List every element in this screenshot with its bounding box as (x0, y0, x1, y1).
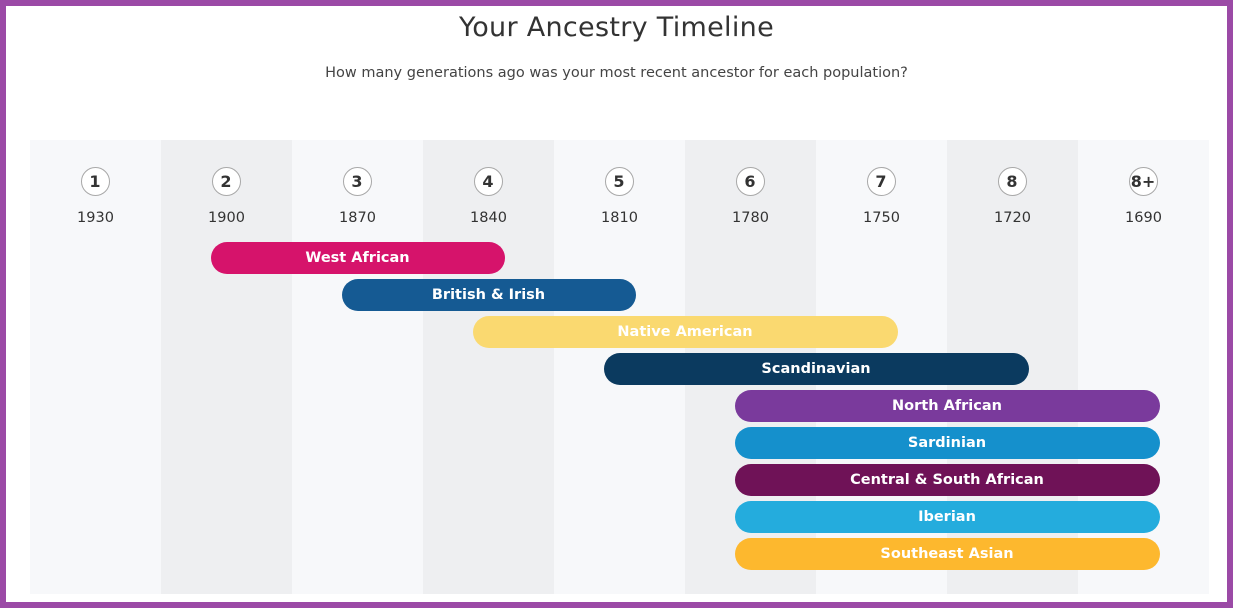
year-tick-label: 1810 (601, 210, 638, 226)
generation-badge: 4 (473, 167, 503, 196)
generation-badge: 2 (211, 167, 241, 196)
ancestry-bar-label: Southeast Asian (880, 546, 1014, 562)
year-tick-label: 1870 (339, 210, 376, 226)
ancestry-bar[interactable]: British & Irish (341, 279, 636, 311)
generation-badge: 8 (997, 167, 1027, 196)
generation-badge: 8+ (1128, 167, 1158, 196)
year-tick-label: 1930 (77, 210, 114, 226)
ancestry-bar[interactable]: Sardinian (734, 427, 1160, 459)
timeline-column (423, 140, 554, 594)
ancestry-bar-label: West African (305, 250, 410, 266)
year-tick-label: 1780 (732, 210, 769, 226)
page-title: Your Ancestry Timeline (459, 12, 774, 43)
ancestry-bar[interactable]: Iberian (734, 501, 1160, 533)
generation-badge: 7 (866, 167, 896, 196)
page-subtitle: How many generations ago was your most r… (325, 65, 908, 81)
ancestry-bar-label: North African (892, 398, 1002, 414)
ancestry-bar-label: Central & South African (850, 472, 1044, 488)
ancestry-bar[interactable]: North African (734, 390, 1160, 422)
ancestry-bar[interactable]: Southeast Asian (734, 538, 1160, 570)
year-tick-label: 1840 (470, 210, 507, 226)
year-tick-label: 1750 (863, 210, 900, 226)
ancestry-bar-label: Sardinian (907, 435, 987, 451)
ancestry-bar-label: Native American (617, 324, 753, 340)
ancestry-bar-label: British & Irish (431, 287, 546, 303)
timeline-column (161, 140, 292, 594)
ancestry-bar[interactable]: Central & South African (734, 464, 1160, 496)
timeline-column (30, 140, 161, 594)
ancestry-bar[interactable]: West African (210, 242, 505, 274)
generation-badge: 5 (604, 167, 634, 196)
ancestry-bar[interactable]: Native American (472, 316, 898, 348)
ancestry-bar-label: Scandinavian (761, 361, 871, 377)
ancestry-bar-label: Iberian (918, 509, 976, 525)
generation-badge: 3 (342, 167, 372, 196)
year-tick-label: 1720 (994, 210, 1031, 226)
timeline-chart: 1 1930 2 1900 3 1870 4 1840 5 1810 6 1780 7 1750 8 1720… (30, 140, 1210, 594)
year-tick-label: 1900 (208, 210, 245, 226)
generation-badge: 1 (80, 167, 110, 196)
year-tick-label: 1690 (1125, 210, 1162, 226)
ancestry-bar[interactable]: Scandinavian (603, 353, 1029, 385)
generation-badge: 6 (735, 167, 765, 196)
timeline-column (292, 140, 423, 594)
